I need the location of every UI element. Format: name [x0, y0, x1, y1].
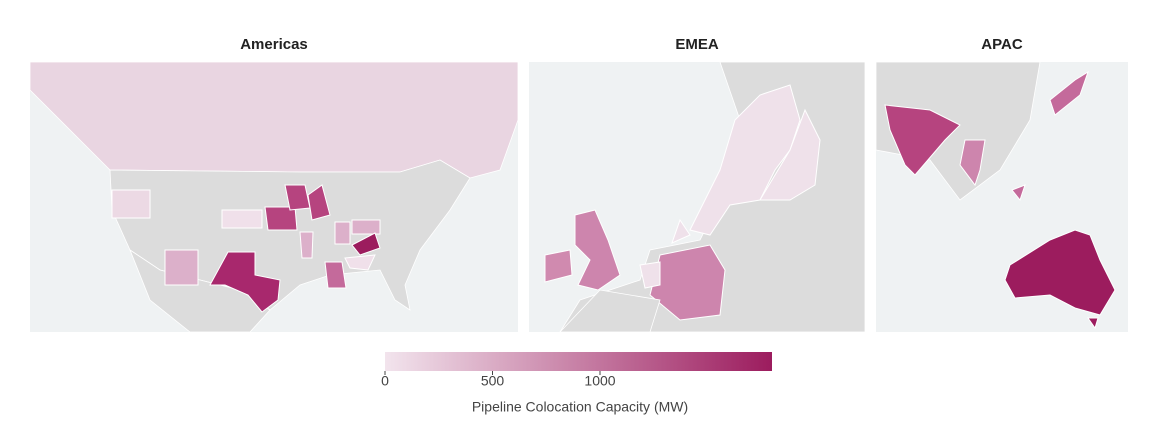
panel-title: APAC: [981, 36, 1023, 53]
colorbar-title: Pipeline Colocation Capacity (MW): [472, 399, 688, 415]
tick-label: 0: [381, 373, 389, 389]
tick-label: 500: [481, 373, 505, 389]
panel-title: Americas: [240, 36, 308, 53]
colorbar: [385, 352, 772, 371]
panel-title: EMEA: [675, 36, 719, 53]
tick-label: 1000: [584, 373, 615, 389]
map-apac: [876, 62, 1128, 332]
map-emea: [529, 62, 865, 332]
map-americas: [30, 62, 518, 332]
